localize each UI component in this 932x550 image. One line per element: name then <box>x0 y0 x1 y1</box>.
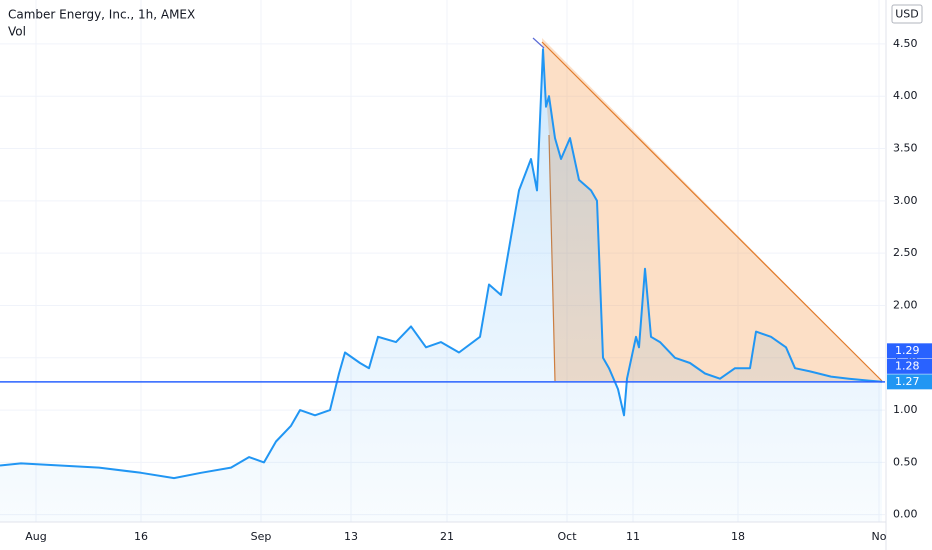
price-label: 1.29 <box>895 344 920 357</box>
axes: 0.000.501.001.502.002.503.003.504.004.50… <box>25 37 932 543</box>
price-area <box>0 49 882 522</box>
x-tick-label: Sep <box>251 530 272 543</box>
price-label-box <box>887 343 932 359</box>
currency[interactable]: USD <box>895 8 919 21</box>
x-tick-label: Aug <box>25 530 46 543</box>
y-tick-label: 3.50 <box>893 142 918 155</box>
trend-line <box>541 41 883 382</box>
plot <box>0 48 885 522</box>
y-tick-label: 2.00 <box>893 298 918 311</box>
y-tick-label: 0.50 <box>893 455 918 468</box>
y-tick-label: 4.50 <box>893 37 918 50</box>
x-tick-label: 16 <box>134 530 148 543</box>
price-label: 1.28 <box>895 359 920 372</box>
y-tick-label: 2.50 <box>893 246 918 259</box>
x-tick-label: Oct <box>557 530 577 543</box>
triangle-drawing <box>542 38 882 381</box>
price-label-box <box>887 374 932 390</box>
x-tick-label: 18 <box>731 530 745 543</box>
subtitle: Vol <box>8 25 26 39</box>
trend-line-tip <box>532 37 545 49</box>
x-tick-label: 21 <box>440 530 454 543</box>
y-tick-label: 1.00 <box>893 403 918 416</box>
price-label-box <box>887 358 932 374</box>
y-tick-label: 0.00 <box>893 508 918 521</box>
x-tick-label: 13 <box>344 530 358 543</box>
y-tick-label: 3.00 <box>893 194 918 207</box>
x-tick-label: No <box>872 530 887 543</box>
x-tick-label: 11 <box>626 530 640 543</box>
currency-box[interactable] <box>891 4 923 24</box>
chart-title: Camber Energy, Inc., 1h, AMEX <box>8 8 195 22</box>
y-tick-label: 4.00 <box>893 89 918 102</box>
price-label: 1.27 <box>895 375 920 388</box>
price-line <box>0 48 883 480</box>
